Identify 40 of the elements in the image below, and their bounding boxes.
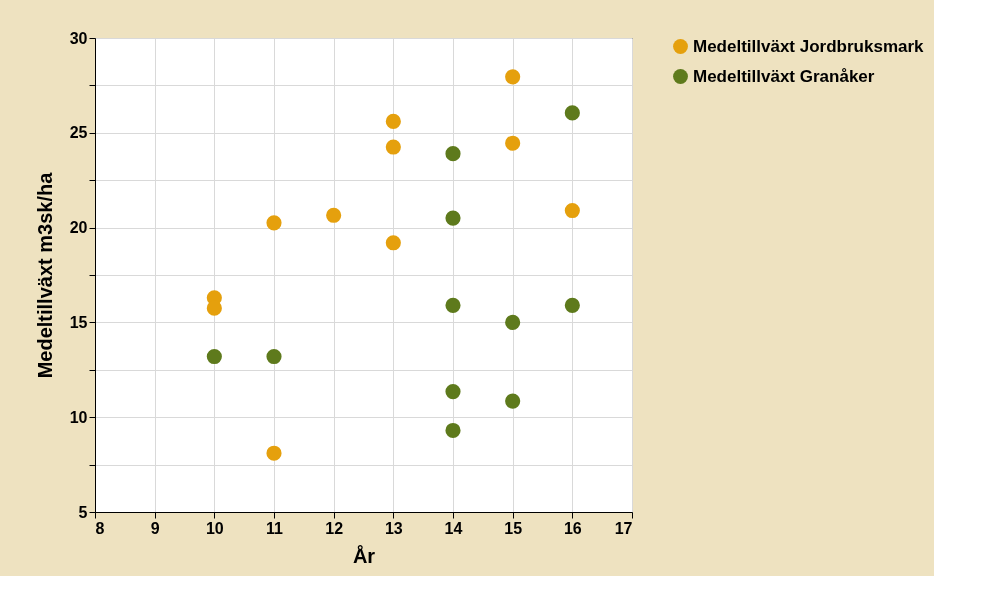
y-tick-label: 20 [69, 219, 88, 237]
x-tick-label: 9 [150, 519, 160, 537]
x-tick-label: 14 [444, 519, 463, 537]
point [445, 384, 461, 400]
x-tick-label: 8 [95, 519, 105, 537]
x-tick-label: 10 [205, 519, 224, 537]
y-tick-label: 30 [69, 29, 88, 47]
y-tick-label: 5 [78, 503, 88, 521]
point [206, 348, 222, 365]
point [445, 210, 461, 226]
point [505, 393, 521, 409]
point [385, 113, 401, 129]
point [385, 139, 401, 155]
point [505, 314, 521, 330]
y-axis-title: Medeltillväxt m3sk/ha [33, 171, 56, 379]
point [505, 69, 521, 85]
x-tick-label: 12 [325, 519, 344, 537]
point [385, 235, 401, 251]
point [266, 445, 282, 461]
y-tick-label: 15 [69, 313, 88, 331]
x-tick-label: 17 [614, 519, 633, 537]
y-tick-label: 10 [69, 408, 88, 426]
point [505, 135, 521, 151]
x-tick-label: 11 [266, 519, 284, 537]
legend-label: Medeltillväxt Granåker [693, 66, 875, 86]
point [564, 297, 580, 313]
point [564, 105, 580, 121]
x-tick-label: 13 [384, 519, 403, 537]
point [445, 422, 461, 439]
point [445, 297, 461, 313]
point [266, 215, 282, 231]
x-tick-label: 15 [504, 519, 523, 537]
x-tick-label: 16 [563, 519, 582, 537]
point [326, 207, 342, 223]
point [564, 202, 580, 219]
point [266, 348, 282, 365]
legend-label: Medeltillväxt Jordbruksmark [693, 36, 925, 56]
point [445, 146, 461, 162]
y-tick-label: 25 [69, 124, 88, 142]
x-axis-title: År [352, 543, 376, 567]
